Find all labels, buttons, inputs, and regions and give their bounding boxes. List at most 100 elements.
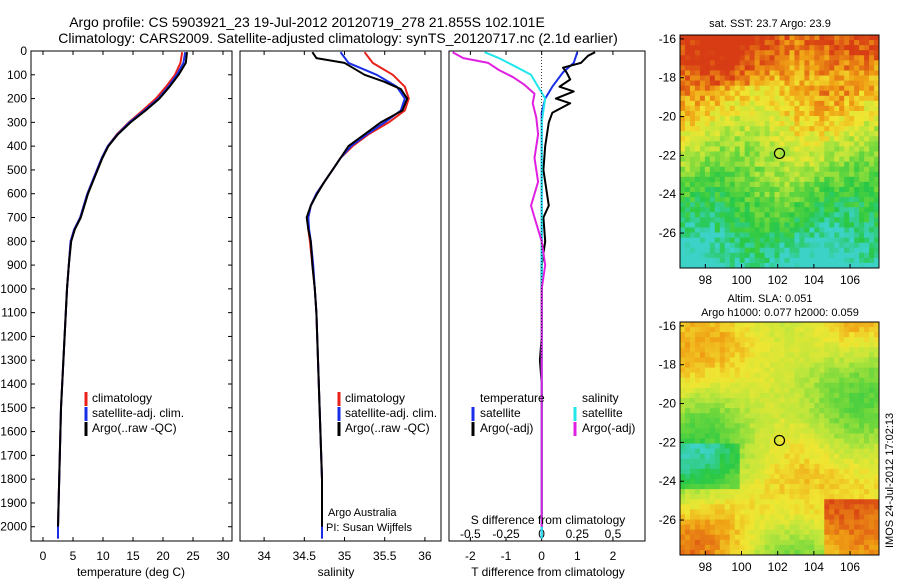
heatmap-cell <box>689 382 696 389</box>
heatmap-cell <box>749 509 756 515</box>
heatmap-cell <box>699 85 706 92</box>
heatmap-cell <box>869 549 875 556</box>
heatmap-cell <box>854 55 860 61</box>
heatmap-cell <box>734 197 741 203</box>
heatmap-cell <box>744 202 751 208</box>
heatmap-cell <box>859 45 865 51</box>
heatmap-cell <box>819 453 825 460</box>
heatmap-cell <box>834 95 840 102</box>
sla-map-frame <box>679 321 880 556</box>
heatmap-cell <box>784 217 790 223</box>
depth-tick-label: 1800 <box>0 472 27 486</box>
heatmap-cell <box>754 443 761 450</box>
heatmap-cell <box>759 70 765 76</box>
heatmap-cell <box>784 549 790 556</box>
heatmap-cell <box>739 473 746 480</box>
heatmap-cell <box>834 387 840 394</box>
heatmap-cell <box>854 197 860 203</box>
heatmap-cell <box>684 151 691 157</box>
heatmap-cell <box>699 408 706 414</box>
heatmap-cell <box>719 242 726 249</box>
heatmap-cell <box>754 514 761 520</box>
heatmap-cell <box>784 100 790 107</box>
heatmap-cell <box>754 202 761 208</box>
heatmap-cell <box>769 468 775 475</box>
heatmap-cell <box>874 362 880 368</box>
heatmap-cell <box>864 392 870 399</box>
heatmap-cell <box>774 357 780 363</box>
heatmap-cell <box>684 544 691 551</box>
heatmap-cell <box>694 529 701 536</box>
heatmap-cell <box>774 176 780 183</box>
heatmap-cell <box>699 484 706 490</box>
heatmap-cell <box>839 242 845 249</box>
heatmap-cell <box>814 494 820 500</box>
heatmap-cell <box>789 367 795 374</box>
heatmap-cell <box>849 392 855 399</box>
heatmap-cell <box>809 146 815 152</box>
heatmap-cell <box>819 75 825 81</box>
heatmap-cell <box>704 494 711 500</box>
heatmap-cell <box>789 141 795 147</box>
heatmap-cell <box>784 327 790 333</box>
heatmap-cell <box>749 494 756 500</box>
heatmap-cell <box>759 207 765 213</box>
heatmap-cell <box>784 95 790 102</box>
heatmap-cell <box>814 242 820 249</box>
sst-heatmap <box>680 35 880 269</box>
heatmap-cell <box>704 75 711 81</box>
heatmap-cell <box>739 146 746 152</box>
heatmap-cell <box>729 257 736 264</box>
heatmap-cell <box>754 126 761 132</box>
heatmap-cell <box>864 514 870 520</box>
heatmap-cell <box>704 192 711 198</box>
heatmap-cell <box>869 327 875 333</box>
heatmap-cell <box>699 428 706 434</box>
heatmap-cell <box>709 377 716 384</box>
heatmap-cell <box>804 55 810 61</box>
heatmap-cell <box>734 222 741 228</box>
heatmap-cell <box>724 100 731 107</box>
heatmap-cell <box>854 479 860 485</box>
heatmap-cell <box>789 95 795 102</box>
heatmap-cell <box>864 90 870 97</box>
heatmap-cell <box>844 75 850 81</box>
heatmap-cell <box>759 413 765 419</box>
heatmap-cell <box>819 337 825 343</box>
heatmap-cell <box>859 352 865 358</box>
heatmap-cell <box>819 181 825 188</box>
heatmap-cell <box>779 418 785 424</box>
heatmap-cell <box>719 453 726 460</box>
heatmap-cell <box>724 227 731 233</box>
heatmap-cell <box>699 262 706 269</box>
heatmap-cell <box>784 227 790 233</box>
heatmap-cell <box>809 362 815 368</box>
heatmap-cell <box>779 453 785 460</box>
heatmap-cell <box>709 60 716 66</box>
heatmap-cell <box>680 332 686 338</box>
heatmap-cell <box>754 45 761 51</box>
heatmap-cell <box>864 171 870 178</box>
heatmap-cell <box>799 509 805 515</box>
heatmap-cell <box>814 217 820 223</box>
heatmap-cell <box>680 484 686 490</box>
heatmap-cell <box>699 509 706 515</box>
heatmap-cell <box>744 40 751 46</box>
heatmap-cell <box>734 524 741 531</box>
heatmap-cell <box>764 40 770 46</box>
heatmap-cell <box>849 352 855 358</box>
lat-tick-label: -26 <box>659 226 677 240</box>
heatmap-cell <box>739 45 746 51</box>
legend-temperature-title: temperature <box>480 391 545 405</box>
heatmap-cell <box>699 212 706 218</box>
heatmap-cell <box>824 262 830 269</box>
heatmap-cell <box>864 45 870 51</box>
heatmap-cell <box>854 524 860 531</box>
heatmap-cell <box>749 146 756 152</box>
heatmap-cell <box>739 151 746 157</box>
heatmap-cell <box>764 141 770 147</box>
heatmap-cell <box>714 156 721 163</box>
heatmap-cell <box>779 141 785 147</box>
heatmap-cell <box>814 443 820 450</box>
heatmap-cell <box>684 332 691 338</box>
